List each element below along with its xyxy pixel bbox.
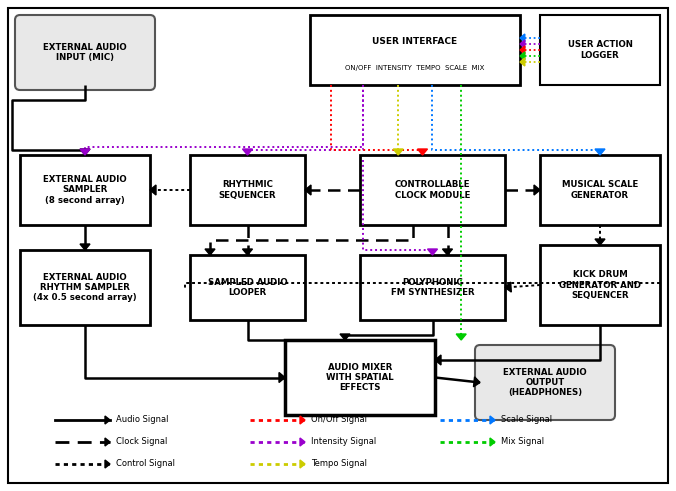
Text: EXTERNAL AUDIO
SAMPLER
(8 second array): EXTERNAL AUDIO SAMPLER (8 second array)	[43, 175, 127, 205]
Polygon shape	[595, 149, 605, 155]
Polygon shape	[300, 438, 305, 446]
Polygon shape	[505, 282, 511, 292]
Text: EXTERNAL AUDIO
RHYTHM SAMPLER
(4x 0.5 second array): EXTERNAL AUDIO RHYTHM SAMPLER (4x 0.5 se…	[33, 273, 137, 302]
Bar	[540, 245, 660, 325]
Polygon shape	[105, 438, 110, 446]
Bar	[360, 155, 505, 225]
Polygon shape	[150, 185, 156, 195]
Polygon shape	[427, 249, 437, 255]
Bar	[540, 15, 660, 85]
FancyBboxPatch shape	[475, 345, 615, 420]
Polygon shape	[490, 438, 495, 446]
Text: Intensity Signal: Intensity Signal	[311, 437, 377, 446]
Text: USER INTERFACE: USER INTERFACE	[372, 37, 458, 46]
Text: Audio Signal: Audio Signal	[116, 415, 168, 425]
Polygon shape	[205, 249, 215, 255]
Text: Clock Signal: Clock Signal	[116, 437, 168, 446]
Text: Scale Signal: Scale Signal	[501, 415, 552, 425]
Polygon shape	[279, 373, 285, 382]
Text: Control Signal: Control Signal	[116, 460, 175, 468]
Bar	[285, 340, 435, 415]
Bar	[360, 255, 505, 320]
Bar	[540, 155, 660, 225]
FancyBboxPatch shape	[15, 15, 155, 90]
Polygon shape	[473, 377, 480, 387]
Text: ON/OFF  INTENSITY  TEMPO  SCALE  MIX: ON/OFF INTENSITY TEMPO SCALE MIX	[345, 64, 485, 71]
Polygon shape	[243, 149, 253, 155]
Polygon shape	[435, 355, 441, 365]
Polygon shape	[105, 416, 110, 424]
Polygon shape	[300, 416, 305, 424]
Text: AUDIO MIXER
WITH SPATIAL
EFFECTS: AUDIO MIXER WITH SPATIAL EFFECTS	[327, 362, 394, 392]
Bar	[20, 155, 150, 225]
Polygon shape	[418, 149, 427, 155]
Text: EXTERNAL AUDIO
OUTPUT
(HEADPHONES): EXTERNAL AUDIO OUTPUT (HEADPHONES)	[503, 368, 587, 397]
Text: MUSICAL SCALE
GENERATOR: MUSICAL SCALE GENERATOR	[562, 180, 638, 200]
Polygon shape	[243, 249, 253, 255]
Polygon shape	[340, 334, 350, 340]
Bar	[310, 15, 520, 85]
Polygon shape	[534, 185, 540, 195]
Text: USER ACTION
LOGGER: USER ACTION LOGGER	[568, 40, 633, 60]
Bar	[20, 250, 150, 325]
Polygon shape	[80, 244, 90, 250]
Text: POLYPHONIC
FM SYNTHESIZER: POLYPHONIC FM SYNTHESIZER	[391, 278, 475, 297]
Polygon shape	[105, 460, 110, 468]
Bar	[190, 155, 305, 225]
Text: RHYTHMIC
SEQUENCER: RHYTHMIC SEQUENCER	[219, 180, 276, 200]
Polygon shape	[595, 239, 605, 245]
Text: Mix Signal: Mix Signal	[501, 437, 544, 446]
Polygon shape	[443, 249, 452, 255]
Text: EXTERNAL AUDIO
INPUT (MIC): EXTERNAL AUDIO INPUT (MIC)	[43, 43, 127, 62]
Polygon shape	[80, 149, 90, 155]
Polygon shape	[490, 416, 495, 424]
Text: Tempo Signal: Tempo Signal	[311, 460, 367, 468]
Polygon shape	[520, 34, 525, 42]
Polygon shape	[520, 52, 525, 60]
Polygon shape	[520, 40, 525, 48]
Polygon shape	[520, 46, 525, 54]
Polygon shape	[305, 185, 311, 195]
Text: SAMPLED AUDIO
LOOPER: SAMPLED AUDIO LOOPER	[208, 278, 287, 297]
Bar	[190, 255, 305, 320]
Polygon shape	[456, 334, 466, 340]
Polygon shape	[80, 149, 90, 155]
Text: CONTROLLABLE
CLOCK MODULE: CONTROLLABLE CLOCK MODULE	[395, 180, 470, 200]
Text: KICK DRUM
GENERATOR AND
SEQUENCER: KICK DRUM GENERATOR AND SEQUENCER	[559, 270, 641, 300]
Polygon shape	[300, 460, 305, 468]
Polygon shape	[520, 58, 525, 66]
Polygon shape	[393, 149, 403, 155]
Text: On/Off Signal: On/Off Signal	[311, 415, 367, 425]
